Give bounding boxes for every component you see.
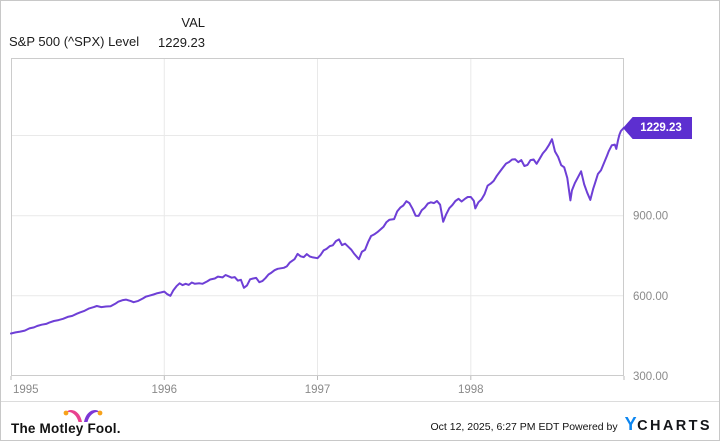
motley-fool-wordmark: The Motley Fool.: [11, 421, 121, 436]
price-line: [10, 126, 625, 335]
ycharts-logo: Y CHARTS: [624, 414, 712, 434]
y-axis-label: 900.00: [633, 211, 668, 223]
x-axis-label: 1997: [305, 384, 331, 396]
plot-border: [11, 58, 624, 376]
y-axis-label: 300.00: [633, 371, 668, 383]
motley-fool-logo: The Motley Fool.: [11, 410, 121, 438]
last-value-tag: 1229.23: [623, 117, 692, 139]
x-axis-label: 1998: [458, 384, 484, 396]
y-axis-label: 600.00: [633, 291, 668, 303]
series-title: S&P 500 (^SPX) Level: [9, 34, 140, 49]
footer-attribution: Oct 12, 2025, 6:27 PM EDT Powered by Y CH…: [430, 414, 712, 435]
x-axis-label: 1996: [152, 384, 178, 396]
powered-by-label: Powered by: [562, 421, 618, 433]
footer-divider: [1, 401, 719, 402]
current-value: 1229.23: [158, 35, 205, 50]
timestamp: Oct 12, 2025, 6:27 PM EDT Powered by: [430, 421, 618, 433]
value-column: VAL 1229.23: [121, 15, 205, 50]
ycharts-y-mark: Y: [624, 414, 638, 434]
x-axis-label: 1995: [13, 384, 39, 396]
value-column-header: VAL: [181, 15, 205, 30]
jester-cap-icon: [63, 410, 103, 422]
